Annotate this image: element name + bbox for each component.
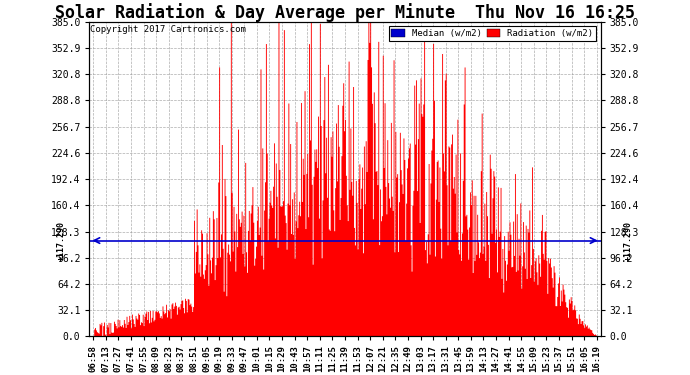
- Text: Copyright 2017 Cartronics.com: Copyright 2017 Cartronics.com: [90, 25, 246, 34]
- Title: Solar Radiation & Day Average per Minute  Thu Nov 16 16:25: Solar Radiation & Day Average per Minute…: [55, 3, 635, 22]
- Text: +117.290: +117.290: [624, 220, 633, 261]
- Text: +117.290: +117.290: [57, 220, 66, 261]
- Legend: Median (w/m2), Radiation (w/m2): Median (w/m2), Radiation (w/m2): [388, 27, 596, 41]
